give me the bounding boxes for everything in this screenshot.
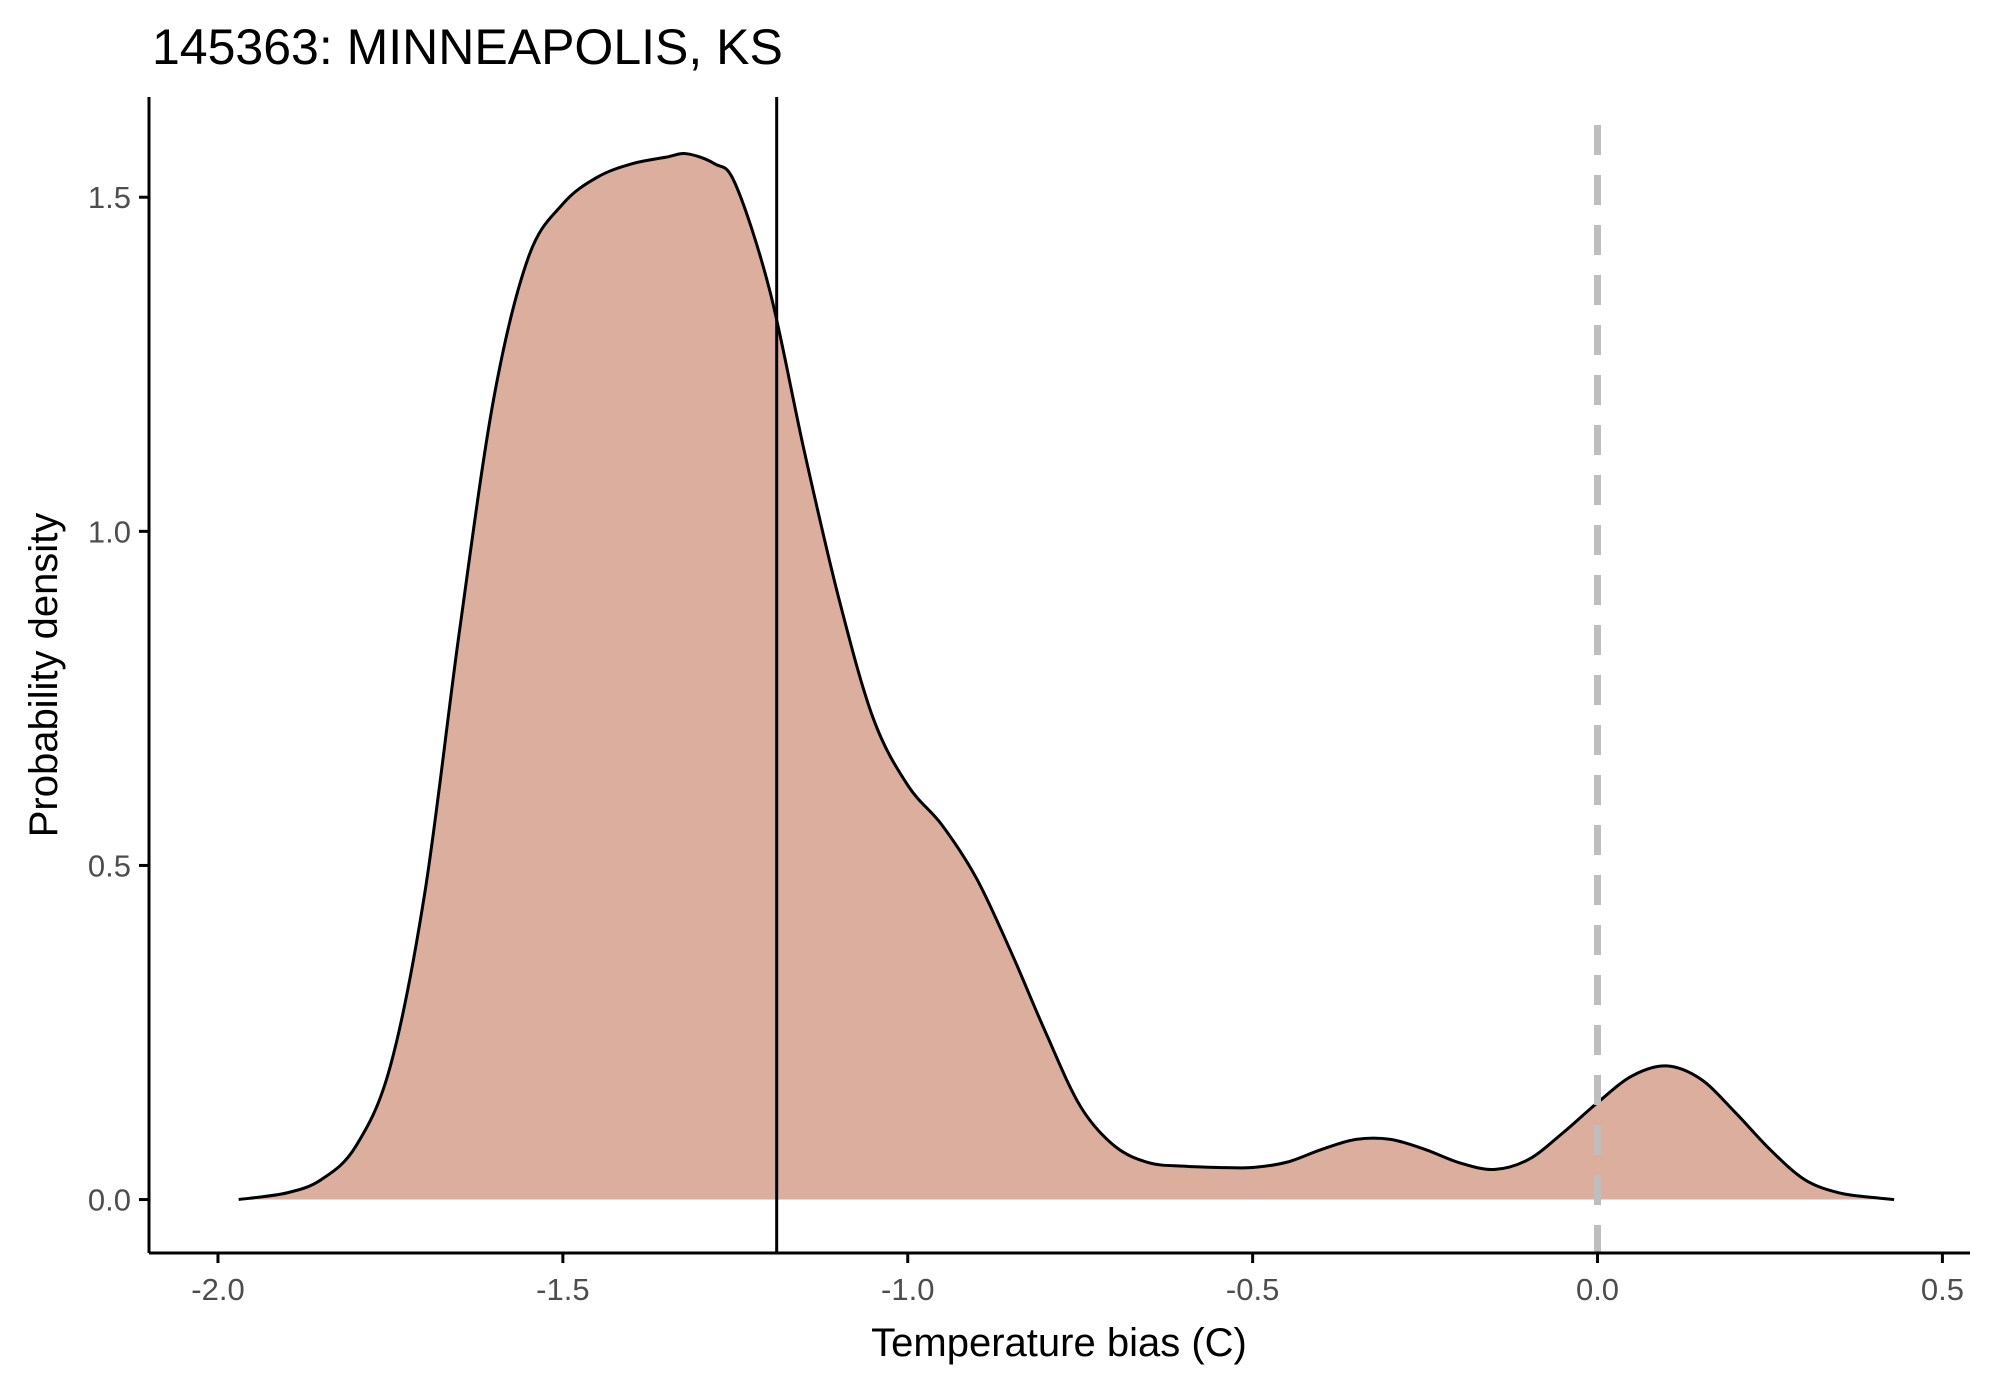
- x-tick-label: 0.5: [1921, 1272, 1964, 1307]
- x-axis-title: Temperature bias (C): [871, 1321, 1247, 1365]
- reference-lines: [775, 97, 1602, 1253]
- y-tick-label: 1.0: [88, 514, 131, 549]
- y-tick-label: 1.5: [88, 180, 131, 215]
- x-tick-label: -2.0: [191, 1272, 244, 1307]
- y-axis-title: Probability density: [22, 513, 66, 838]
- density-area: [238, 153, 1895, 1200]
- x-axis-ticks: -2.0 -1.5 -1.0 -0.5 0.0 0.5: [191, 1253, 1964, 1307]
- y-axis-ticks: 0.0 0.5 1.0 1.5: [88, 180, 149, 1218]
- chart-title: 145363: MINNEAPOLIS, KS: [152, 19, 783, 75]
- x-tick-label: 0.0: [1576, 1272, 1619, 1307]
- x-tick-label: -1.0: [881, 1272, 934, 1307]
- x-tick-label: -1.5: [536, 1272, 589, 1307]
- plot-area: [238, 97, 1895, 1253]
- x-tick-label: -0.5: [1226, 1272, 1279, 1307]
- y-tick-label: 0.0: [88, 1183, 131, 1218]
- y-tick-label: 0.5: [88, 848, 131, 883]
